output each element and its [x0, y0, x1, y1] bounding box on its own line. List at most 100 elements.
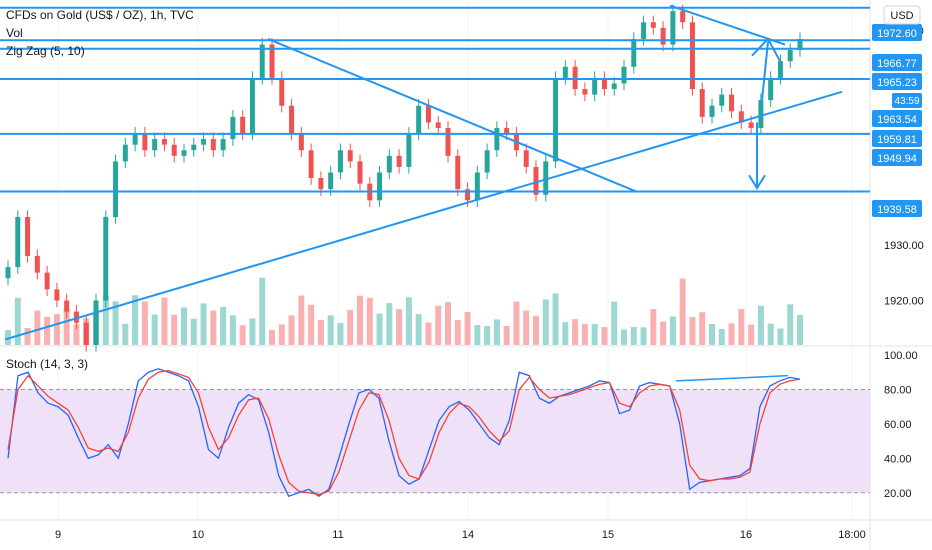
candle-body — [474, 172, 480, 201]
candle-body — [631, 38, 637, 67]
volume-bar — [151, 314, 158, 345]
candle-body — [347, 150, 353, 162]
candle-body — [592, 77, 598, 95]
candle-body — [337, 150, 343, 173]
volume-bar — [503, 325, 510, 345]
countdown-badge — [892, 93, 922, 108]
currency-button[interactable] — [883, 5, 921, 25]
volume-bar — [190, 318, 197, 345]
candle-body — [161, 139, 167, 145]
candle-body — [670, 11, 676, 45]
candle-body — [719, 94, 725, 106]
stoch-legend: Stoch (14, 3, 3) — [6, 357, 89, 371]
time-axis-tick: 18:00 — [838, 529, 866, 541]
candle-body — [738, 111, 744, 123]
candle-body — [621, 66, 627, 84]
volume-bar — [132, 295, 139, 345]
volume-bar — [327, 315, 334, 345]
candle-body — [181, 150, 187, 156]
volume-bar — [288, 315, 295, 345]
candle-body — [210, 139, 216, 151]
stoch-axis-tick: 40.00 — [884, 453, 912, 465]
volume-bar — [542, 299, 549, 345]
candle-body — [484, 150, 490, 173]
candle-body — [357, 161, 363, 184]
stoch-axis-tick: 100.00 — [884, 350, 918, 362]
volume-bar — [748, 324, 755, 345]
stoch-divergence-line — [675, 374, 789, 382]
volume-bar — [572, 319, 579, 345]
volume-bar — [112, 301, 119, 345]
price-badge-label: 1963.54 — [877, 114, 917, 126]
price-badge — [872, 110, 922, 127]
volume-bar — [259, 277, 266, 345]
candle-body — [787, 50, 793, 62]
volume-bar — [650, 309, 657, 345]
stoch-axis-tick: 20.00 — [884, 488, 912, 500]
volume-bar — [376, 313, 383, 345]
volume-bar — [366, 297, 373, 345]
volume-bar — [464, 312, 471, 345]
candle-body — [103, 217, 109, 301]
candle-body — [689, 22, 695, 90]
volume-bar — [63, 308, 70, 345]
volume-bar — [552, 293, 559, 345]
candle-body — [601, 77, 607, 90]
volume-bar — [699, 312, 706, 345]
volume-bar — [601, 327, 608, 345]
volume-bar — [386, 303, 393, 345]
candle-body — [777, 61, 783, 78]
candle-body — [523, 150, 529, 167]
volume-bar — [533, 315, 539, 345]
volume-bar — [278, 324, 285, 345]
ascending-trend-line — [4, 90, 843, 341]
descending-trend-line — [267, 38, 637, 193]
candle-body — [230, 116, 236, 140]
volume-bar — [797, 314, 803, 345]
volume-bar — [181, 307, 187, 345]
price-badge — [872, 73, 922, 90]
volume-bar — [269, 329, 275, 345]
candle-body — [386, 155, 392, 173]
candle-body — [308, 150, 314, 179]
price-badge — [872, 130, 922, 147]
price-badge-label: 1949.94 — [877, 153, 917, 165]
candle-body — [416, 105, 422, 134]
time-axis-tick: 14 — [462, 529, 474, 541]
candle-body — [396, 155, 402, 167]
candle-body — [562, 66, 568, 78]
candle-body — [455, 155, 461, 190]
currency-button-label: USD — [890, 10, 913, 22]
candle-body — [377, 172, 383, 201]
candle-body — [318, 178, 324, 190]
volume-bar — [53, 314, 60, 345]
candle-body — [122, 144, 128, 162]
candle-body — [93, 300, 99, 345]
candle-body — [660, 27, 666, 45]
volume-bar — [679, 278, 686, 345]
volume-bar — [44, 316, 51, 345]
price-badge-label: 1972.60 — [877, 28, 917, 40]
volume-bar — [337, 322, 344, 345]
candle-body — [34, 255, 40, 273]
up-arrow-head — [751, 37, 781, 62]
time-axis-tick: 9 — [55, 529, 61, 541]
price-badge-label: 1939.58 — [877, 204, 917, 216]
candle-body — [435, 122, 441, 128]
volume-bar — [787, 304, 794, 345]
volume-bar — [357, 295, 363, 345]
candle-body — [445, 127, 451, 156]
candle-body — [494, 127, 500, 151]
time-axis-tick: 15 — [602, 529, 614, 541]
candle-body — [797, 38, 803, 51]
volume-bar — [396, 309, 403, 345]
volume-bar — [14, 297, 21, 345]
time-axis-tick: 10 — [192, 529, 204, 541]
volume-bar — [611, 301, 618, 345]
volume-bar — [493, 319, 500, 345]
volume-bar — [171, 314, 178, 345]
volume-bar — [621, 329, 627, 345]
price-badge — [872, 54, 922, 71]
